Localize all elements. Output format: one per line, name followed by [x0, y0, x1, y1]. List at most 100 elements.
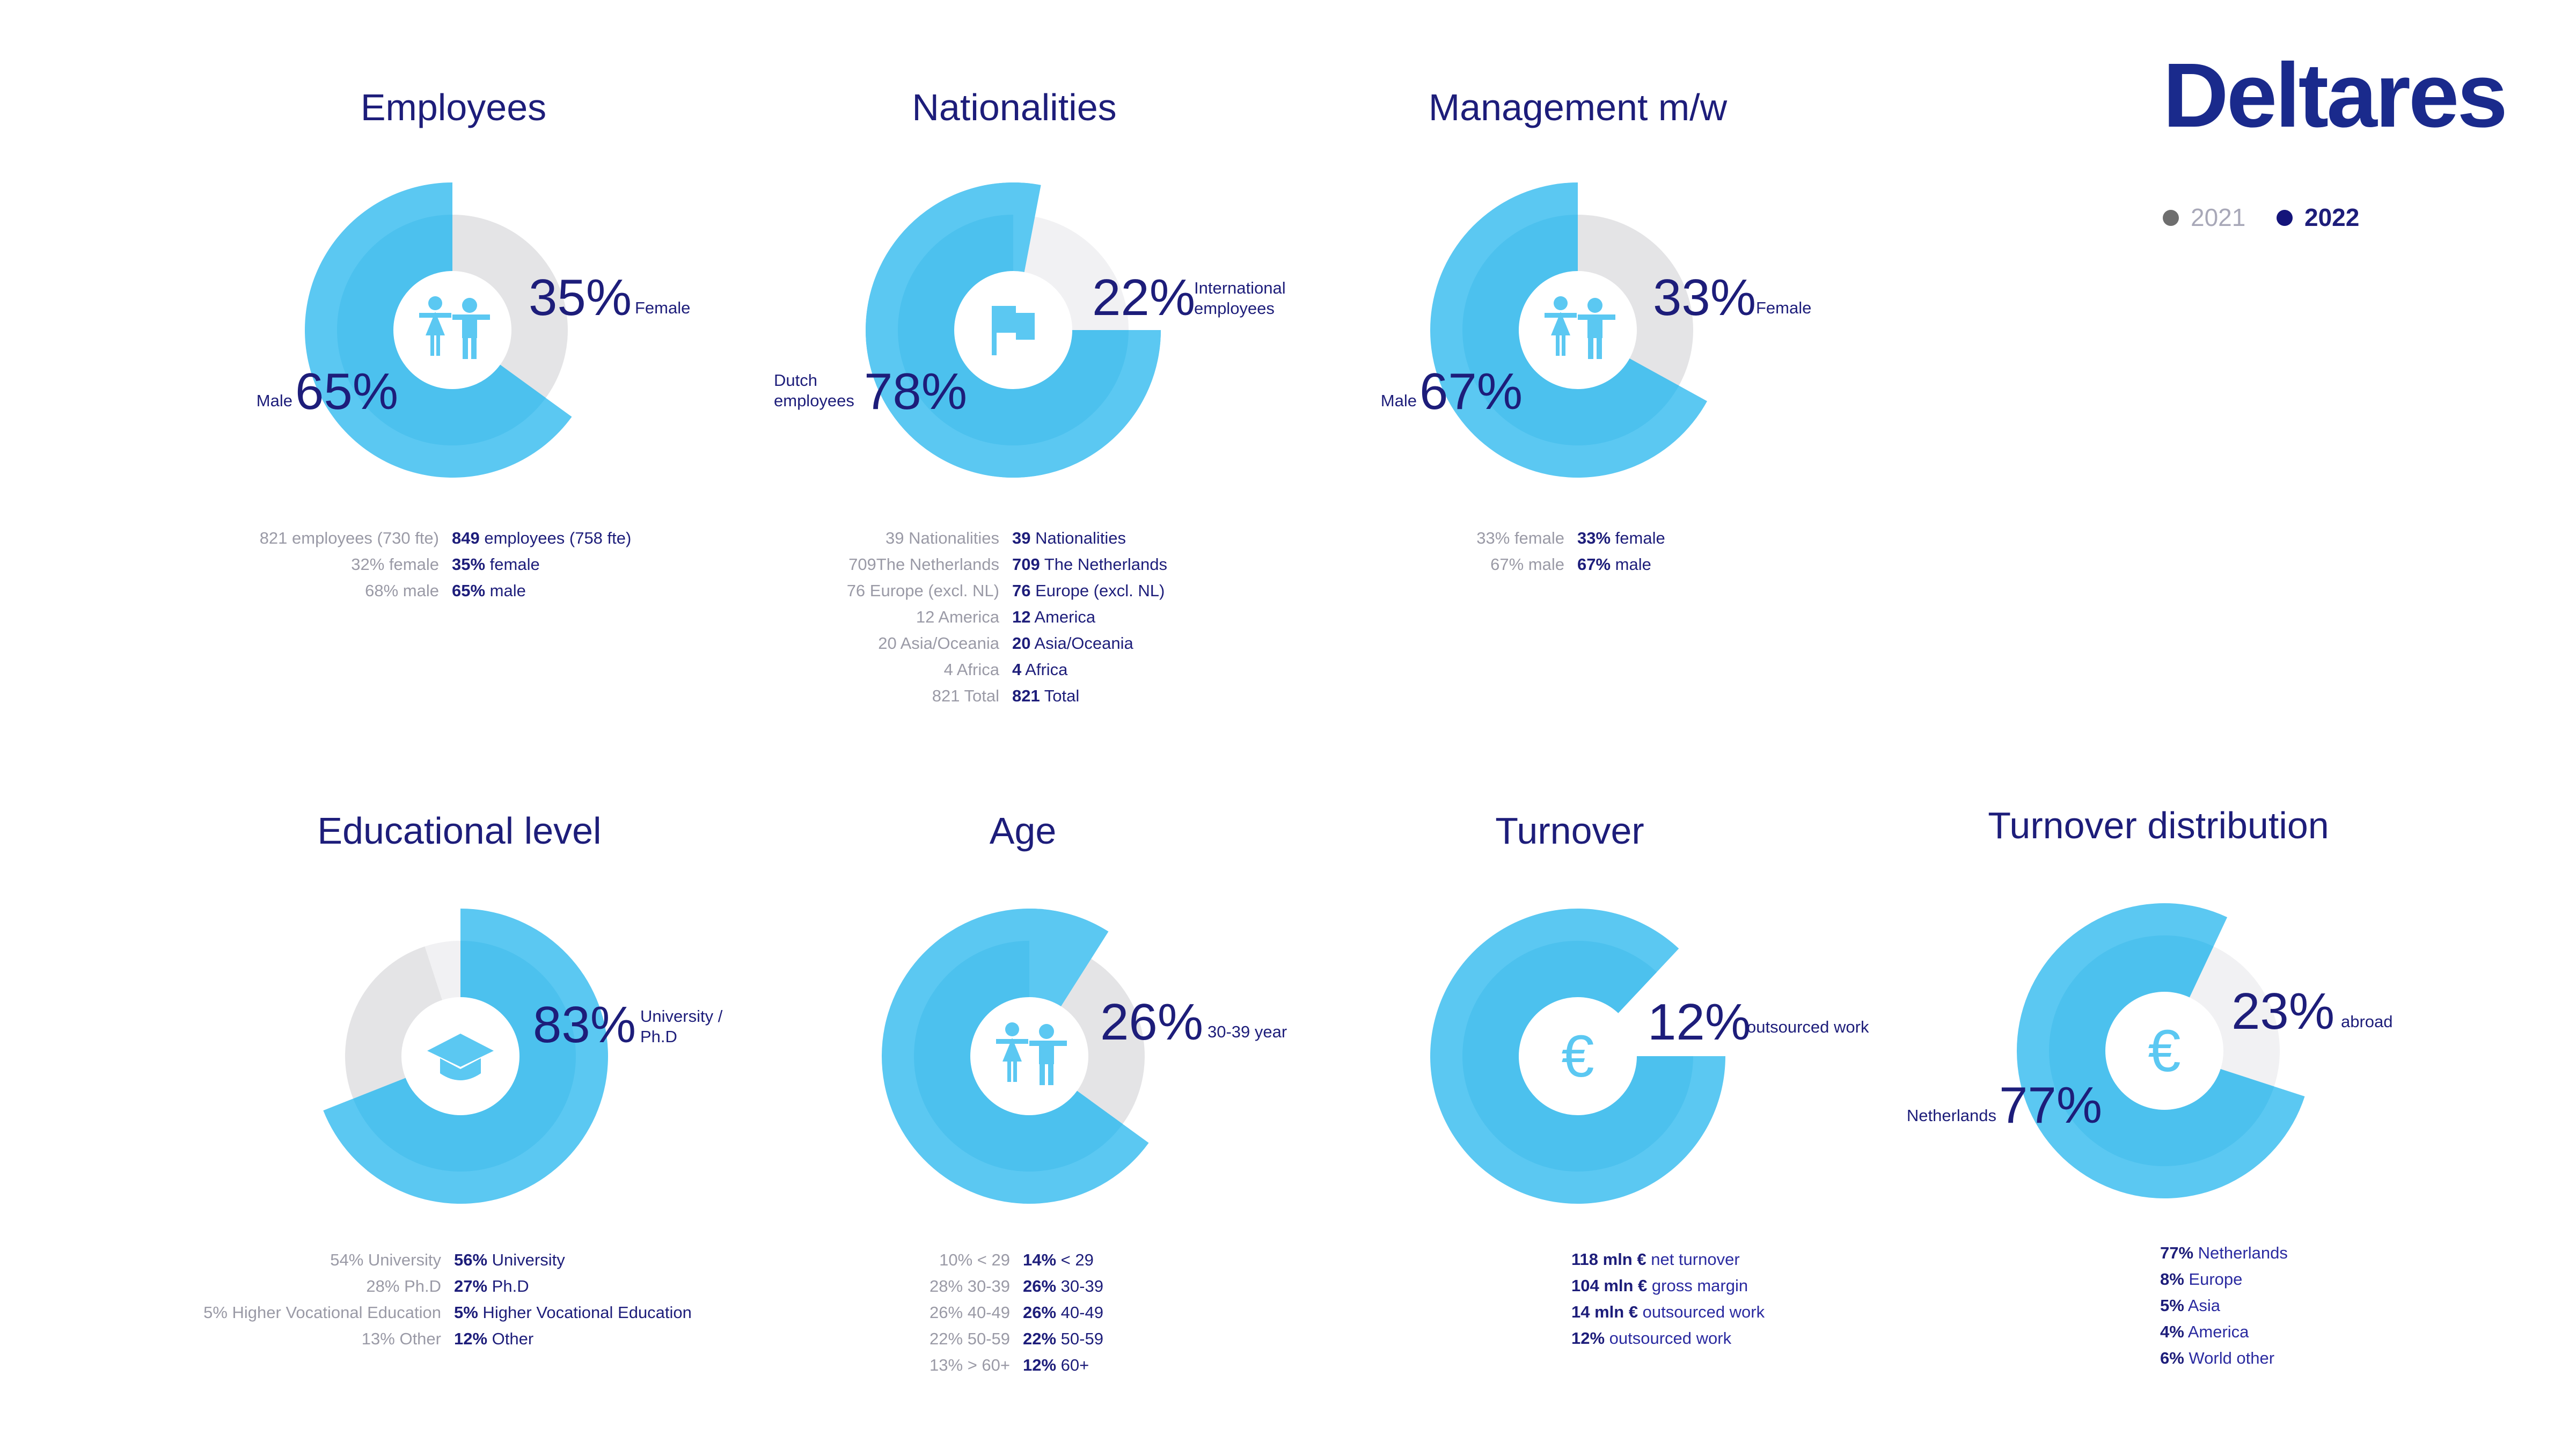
turnover-outsourced-label: outsourced work — [1747, 1018, 1869, 1036]
stat-2022: 22% 50-59 — [1023, 1329, 1103, 1348]
stat-2021: 4 Africa — [943, 660, 999, 679]
stat-2021: 54% University — [330, 1250, 441, 1269]
slice-under-29 — [1029, 909, 1109, 1056]
stat-2021: 709The Netherlands — [848, 555, 999, 574]
stats-row: 821 employees (730 fte) 849 employees (75… — [0, 525, 2576, 551]
stat-2021: 821 employees (730 fte) — [259, 529, 439, 547]
stat-2022: 821 Total — [1012, 686, 1080, 705]
stat-2021: 39 Nationalities — [885, 529, 999, 547]
nationalities-international-pct: 22% — [1092, 269, 1196, 326]
slice-dutch-top — [1013, 182, 1041, 330]
donut-hole — [1519, 271, 1637, 389]
stat-2022: 56% University — [454, 1250, 565, 1269]
turnover-netherlands-pct: 77% — [1999, 1077, 2103, 1134]
slice-university-phd — [323, 908, 608, 1204]
nationalities-dutch-pct: 78% — [864, 363, 968, 420]
stats-row: 5% Higher Vocational Education 5% Higher … — [0, 1299, 2576, 1326]
management-male-label: Male — [1380, 391, 1417, 410]
stats-row: 28% 30-39 26% 30-39 — [0, 1273, 2576, 1299]
donut-hole — [401, 997, 519, 1115]
slice-dutch-main — [866, 182, 1161, 478]
age-title: Age — [989, 810, 1057, 852]
slice-other-ages — [881, 909, 1149, 1204]
management-female-pct: 33% — [1653, 269, 1757, 326]
turnover-list: 118 mln € net turnover 104 mln € gross ma… — [1571, 1246, 1765, 1351]
legend-item-2021: 2021 — [2163, 201, 2245, 233]
turnover-outsourced-pct: 12% — [1648, 993, 1751, 1051]
stat-2021: 32% female — [351, 555, 439, 574]
employees-stats: 821 employees (730 fte) 849 employees (75… — [0, 525, 2576, 604]
stats-row: 12 America 12 America — [0, 604, 2576, 630]
legend-dot-2022 — [2277, 209, 2293, 226]
turnover-title: Turnover — [1495, 810, 1644, 852]
list-item: 12% outsourced work — [1571, 1329, 1732, 1348]
employees-male-label: Male — [256, 391, 292, 410]
stat-2022: 39 Nationalities — [1012, 529, 1126, 547]
stats-row: 67% male 67% male — [0, 551, 2576, 577]
education-university-pct: 83% — [533, 996, 636, 1053]
stat-2022: 26% 30-39 — [1023, 1277, 1103, 1296]
management-title: Management m/w — [1428, 86, 1728, 128]
stat-2021: 13% Other — [361, 1329, 441, 1348]
slice-other — [345, 946, 460, 1099]
flag-icon — [992, 306, 1035, 355]
age-30-39-pct: 26% — [1100, 993, 1204, 1051]
stats-row: 68% male 65% male — [0, 577, 2576, 604]
legend-label-2022: 2022 — [2304, 203, 2360, 231]
euro-icon: € — [1561, 1023, 1594, 1089]
stat-2021: 67% male — [1490, 555, 1564, 574]
stats-row: 4 Africa 4 Africa — [0, 656, 2576, 683]
stat-2022: 12 America — [1012, 608, 1096, 626]
education-university-label: University / Ph.D — [640, 1007, 723, 1046]
management-male-pct: 67% — [1419, 363, 1523, 420]
stat-2021: 76 Europe (excl. NL) — [846, 581, 999, 600]
graduation-cap-icon — [427, 1034, 494, 1080]
euro-icon: € — [2148, 1018, 2180, 1084]
people-icon — [419, 296, 490, 359]
svg-text:€: € — [2148, 1018, 2180, 1084]
stats-row: 13% Other 12% Other — [0, 1326, 2576, 1352]
slice-other-ages-inner — [913, 941, 1123, 1172]
employees-male-pct: 65% — [295, 363, 399, 420]
people-icon — [996, 1022, 1067, 1085]
stats-row: 821 Total 821 Total — [0, 683, 2576, 709]
svg-text:€: € — [1561, 1023, 1594, 1089]
deltares-logo: Deltares — [2163, 45, 2508, 147]
slice-dutch — [866, 182, 1161, 478]
stat-2021: 10% < 29 — [939, 1250, 1010, 1269]
employees-title: Employees — [360, 86, 547, 128]
people-icon — [1545, 296, 1615, 359]
stat-2021: 68% male — [365, 581, 439, 600]
nationalities-dutch-label: Dutch employees — [774, 371, 854, 410]
stat-2022: 20 Asia/Oceania — [1012, 634, 1133, 653]
stat-2022: 76 Europe (excl. NL) — [1012, 581, 1165, 600]
employees-female-label: Female — [635, 298, 691, 317]
stats-row: 32% female 35% female — [0, 551, 2576, 577]
stats-row: 28% Ph.D 27% Ph.D — [0, 1273, 2576, 1299]
list-item: 5% Asia — [2160, 1296, 2221, 1315]
donut-hole — [393, 271, 511, 389]
stat-2022: 5% Higher Vocational Education — [454, 1303, 692, 1322]
stat-2022: 14% < 29 — [1023, 1250, 1094, 1269]
stat-2022: 709 The Netherlands — [1012, 555, 1167, 574]
slice-net-turnover-inner — [1462, 940, 1693, 1172]
stat-2022: 12% 60+ — [1023, 1356, 1089, 1374]
list-item: 77% Netherlands — [2160, 1243, 2288, 1262]
slice-male — [1430, 182, 1707, 478]
stat-2022: 65% male — [452, 581, 526, 600]
stat-2021: 20 Asia/Oceania — [878, 634, 999, 653]
education-title: Educational level — [317, 810, 602, 852]
nationalities-international-label: International employees — [1194, 279, 1286, 318]
slice-netherlands — [2016, 903, 2305, 1198]
stat-2022: 27% Ph.D — [454, 1277, 529, 1296]
nationalities-title: Nationalities — [912, 86, 1117, 128]
slice-net-turnover — [1430, 908, 1725, 1204]
stats-row: 13% > 60+ 12% 60+ — [0, 1352, 2576, 1378]
stats-row: 10% < 29 14% < 29 — [0, 1247, 2576, 1273]
stat-2021: 26% 40-49 — [930, 1303, 1010, 1322]
stats-row: 20 Asia/Oceania 20 Asia/Oceania — [0, 630, 2576, 656]
list-item: 6% World other — [2160, 1349, 2275, 1367]
stat-2021: 28% 30-39 — [930, 1277, 1010, 1296]
age-stats: 10% < 29 14% < 29 28% 30-39 26% 30-39 26% 40… — [0, 1247, 2576, 1378]
turnover-distribution-list: 77% Netherlands 8% Europe 5% Asia 4% Americ… — [2160, 1240, 2288, 1371]
